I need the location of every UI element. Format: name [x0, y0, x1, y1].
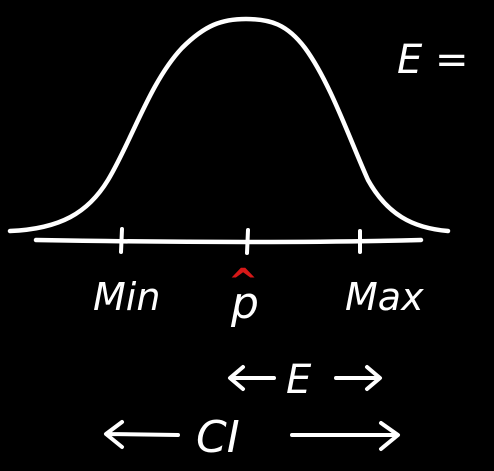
label-min: Min	[93, 275, 160, 319]
confidence-interval-right-arrow	[290, 421, 400, 451]
margin-error-right-arrow	[334, 365, 382, 391]
label-estimate-hat: ^	[228, 262, 258, 303]
margin-error-label: E	[286, 357, 312, 403]
confidence-interval-left-arrow	[104, 420, 180, 449]
bell-curve	[7, 16, 451, 234]
confidence-interval-label: CI	[196, 412, 240, 463]
confidence-interval-arrow: CI	[104, 412, 400, 463]
label-max: Max	[345, 275, 424, 319]
tick-estimate	[245, 228, 250, 255]
horizontal-axis	[33, 237, 424, 245]
tick-min	[119, 227, 124, 254]
margin-error-left-arrow	[228, 365, 276, 391]
equation-label: E =	[397, 37, 469, 83]
margin-error-arrow: E	[228, 357, 382, 403]
label-estimate: p	[230, 278, 259, 329]
